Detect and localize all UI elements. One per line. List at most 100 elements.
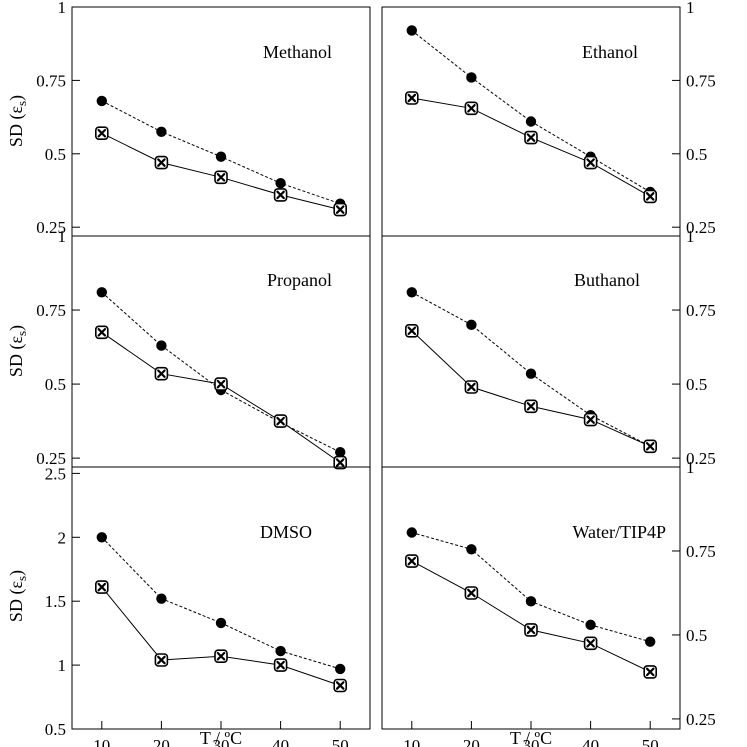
y-tick-label: 1.5 — [45, 592, 66, 611]
panel-title: Buthanol — [574, 270, 640, 290]
data-point — [643, 439, 658, 454]
data-point — [156, 126, 167, 137]
series-line-1 — [101, 536, 341, 670]
data-point — [585, 619, 596, 631]
panel-propanol: 0.25 0.5 0.75 1 Propanol — [36, 227, 371, 470]
series-line-2 — [101, 586, 341, 686]
x-tick-label: 50 — [332, 736, 349, 747]
y-tick-label: 0.5 — [45, 720, 66, 739]
panel-frame — [71, 466, 371, 730]
x-tick-label: 40 — [272, 736, 289, 747]
marker-cross — [586, 415, 595, 424]
data-point — [583, 636, 598, 651]
x-axis-label: T / ºC — [200, 728, 242, 747]
panel-title: Methanol — [263, 42, 332, 62]
marker-cross — [157, 655, 166, 665]
panel-buthanol: 0.25 0.5 0.75 1 Buthanol — [381, 227, 716, 468]
panel-dmso: 0.5 1 1.5 2 2.5 10 20 30 40 50 DMSO — [45, 464, 371, 747]
y-tick-label: 2.5 — [45, 464, 66, 483]
marker-cross — [467, 382, 476, 392]
marker-cross — [157, 369, 166, 379]
data-point — [524, 623, 538, 637]
y-tick-label: 0.25 — [686, 710, 716, 729]
marker-cross — [526, 401, 536, 411]
data-point — [96, 95, 108, 107]
y-tick-label: 0.5 — [686, 375, 707, 394]
marker-cross — [335, 681, 345, 690]
data-point — [406, 287, 417, 298]
data-point — [464, 380, 479, 394]
y-label-text: SD (ε — [6, 106, 27, 148]
x-tick-label: 10 — [93, 736, 110, 747]
data-point — [333, 678, 348, 693]
data-point — [406, 25, 417, 36]
marker-cross — [467, 104, 476, 113]
x-tick-label: 30 — [523, 736, 540, 747]
data-point — [525, 368, 537, 379]
marker-cross — [645, 441, 655, 451]
y-axis-label: SD (εs) — [6, 325, 29, 377]
y-tick-label: 0.75 — [686, 301, 716, 320]
marker-cross — [157, 158, 166, 167]
marker-cross — [586, 158, 595, 167]
data-point — [214, 377, 228, 391]
data-point — [524, 399, 538, 414]
marker-cross — [97, 582, 107, 592]
y-label-close: ) — [6, 325, 27, 331]
x-tick-label: 50 — [642, 736, 659, 747]
y-tick-label: 0.25 — [36, 218, 66, 237]
marker-cross — [335, 205, 345, 214]
marker-cross — [407, 326, 417, 336]
data-point — [583, 412, 598, 427]
data-point — [406, 527, 417, 538]
marker-cross — [276, 190, 285, 200]
y-tick-label: 0.75 — [36, 301, 66, 320]
data-point — [273, 658, 288, 672]
data-point — [156, 340, 167, 351]
y-tick-label: 0.5 — [686, 626, 707, 645]
y-label-text: SD (ε — [6, 581, 27, 623]
y-tick-label: 2 — [58, 528, 67, 547]
y-label-subscript: s — [14, 331, 29, 336]
series-line-2 — [101, 331, 341, 464]
series-line-2 — [411, 97, 651, 197]
data-point — [643, 665, 658, 679]
marker-cross — [645, 667, 655, 677]
marker-cross — [407, 93, 417, 103]
x-tick-label: 10 — [403, 736, 420, 747]
data-point — [643, 189, 658, 204]
y-tick-label: 1 — [686, 0, 695, 17]
data-point — [95, 325, 109, 340]
data-point — [96, 532, 108, 543]
y-tick-label: 1 — [686, 458, 695, 477]
data-point — [466, 72, 477, 83]
marker-cross — [216, 651, 226, 661]
data-point — [275, 645, 286, 657]
data-point — [466, 319, 477, 331]
marker-cross — [276, 416, 285, 426]
y-tick-label: 0.25 — [686, 218, 716, 237]
data-point — [273, 414, 288, 428]
panel-methanol: 0.25 0.5 0.75 1 Methanol — [36, 0, 371, 237]
x-tick-label: 40 — [582, 736, 599, 747]
marker-cross — [645, 192, 655, 201]
panel-ethanol: 0.25 0.5 0.75 1 Ethanol — [381, 0, 716, 237]
data-point — [525, 116, 537, 127]
marker-cross — [586, 638, 595, 648]
y-label-close: ) — [6, 95, 27, 101]
x-tick-label: 20 — [153, 736, 170, 747]
y-tick-label: 0.75 — [36, 71, 66, 90]
series-line-1 — [101, 291, 341, 453]
x-axis-label: T / ºC — [510, 728, 552, 747]
data-point — [154, 366, 169, 381]
data-point — [404, 554, 419, 568]
marker-cross — [97, 128, 107, 138]
marker-cross — [526, 625, 536, 635]
panel-title: Propanol — [267, 270, 332, 290]
x-tick-label: 20 — [463, 736, 480, 747]
y-tick-label: 0.5 — [45, 375, 66, 394]
data-point — [214, 649, 228, 664]
y-tick-label: 1 — [686, 227, 695, 246]
marker-cross — [335, 458, 345, 467]
marker-cross — [467, 588, 476, 598]
